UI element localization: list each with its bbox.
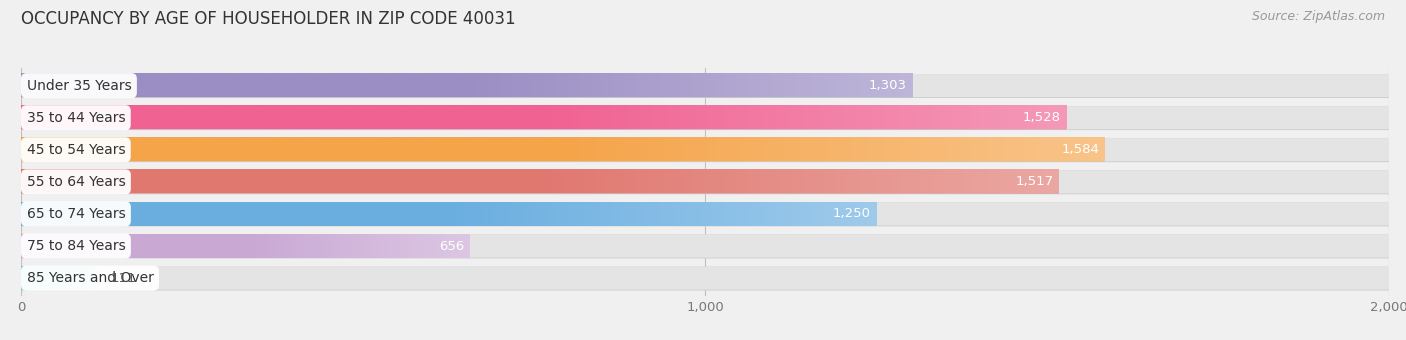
Text: 1,250: 1,250	[832, 207, 870, 220]
FancyBboxPatch shape	[21, 74, 912, 97]
FancyBboxPatch shape	[21, 202, 1389, 225]
FancyBboxPatch shape	[21, 267, 97, 290]
Text: 111: 111	[111, 272, 136, 285]
FancyBboxPatch shape	[21, 106, 1389, 130]
FancyBboxPatch shape	[21, 138, 1389, 162]
Text: 55 to 64 Years: 55 to 64 Years	[27, 175, 125, 189]
Text: 85 Years and Over: 85 Years and Over	[27, 271, 153, 285]
Text: 1,528: 1,528	[1022, 111, 1060, 124]
FancyBboxPatch shape	[21, 138, 1105, 162]
FancyBboxPatch shape	[21, 235, 1389, 258]
FancyBboxPatch shape	[21, 235, 1389, 258]
FancyBboxPatch shape	[21, 106, 1066, 129]
Text: Source: ZipAtlas.com: Source: ZipAtlas.com	[1251, 10, 1385, 23]
Text: Under 35 Years: Under 35 Years	[27, 79, 131, 92]
Text: 75 to 84 Years: 75 to 84 Years	[27, 239, 125, 253]
FancyBboxPatch shape	[21, 170, 1059, 193]
Text: 1,517: 1,517	[1015, 175, 1053, 188]
FancyBboxPatch shape	[21, 138, 1389, 162]
FancyBboxPatch shape	[21, 267, 1389, 290]
FancyBboxPatch shape	[21, 106, 1389, 129]
Text: 1,584: 1,584	[1062, 143, 1099, 156]
FancyBboxPatch shape	[21, 202, 1389, 226]
Text: 656: 656	[439, 240, 464, 253]
FancyBboxPatch shape	[21, 74, 1389, 98]
FancyBboxPatch shape	[21, 170, 1389, 193]
Text: 1,303: 1,303	[869, 79, 907, 92]
FancyBboxPatch shape	[21, 235, 470, 258]
FancyBboxPatch shape	[21, 267, 1389, 290]
Text: 45 to 54 Years: 45 to 54 Years	[27, 143, 125, 157]
Text: 65 to 74 Years: 65 to 74 Years	[27, 207, 125, 221]
Text: OCCUPANCY BY AGE OF HOUSEHOLDER IN ZIP CODE 40031: OCCUPANCY BY AGE OF HOUSEHOLDER IN ZIP C…	[21, 10, 516, 28]
Text: 35 to 44 Years: 35 to 44 Years	[27, 111, 125, 125]
FancyBboxPatch shape	[21, 202, 876, 225]
FancyBboxPatch shape	[21, 74, 1389, 97]
FancyBboxPatch shape	[21, 170, 1389, 194]
